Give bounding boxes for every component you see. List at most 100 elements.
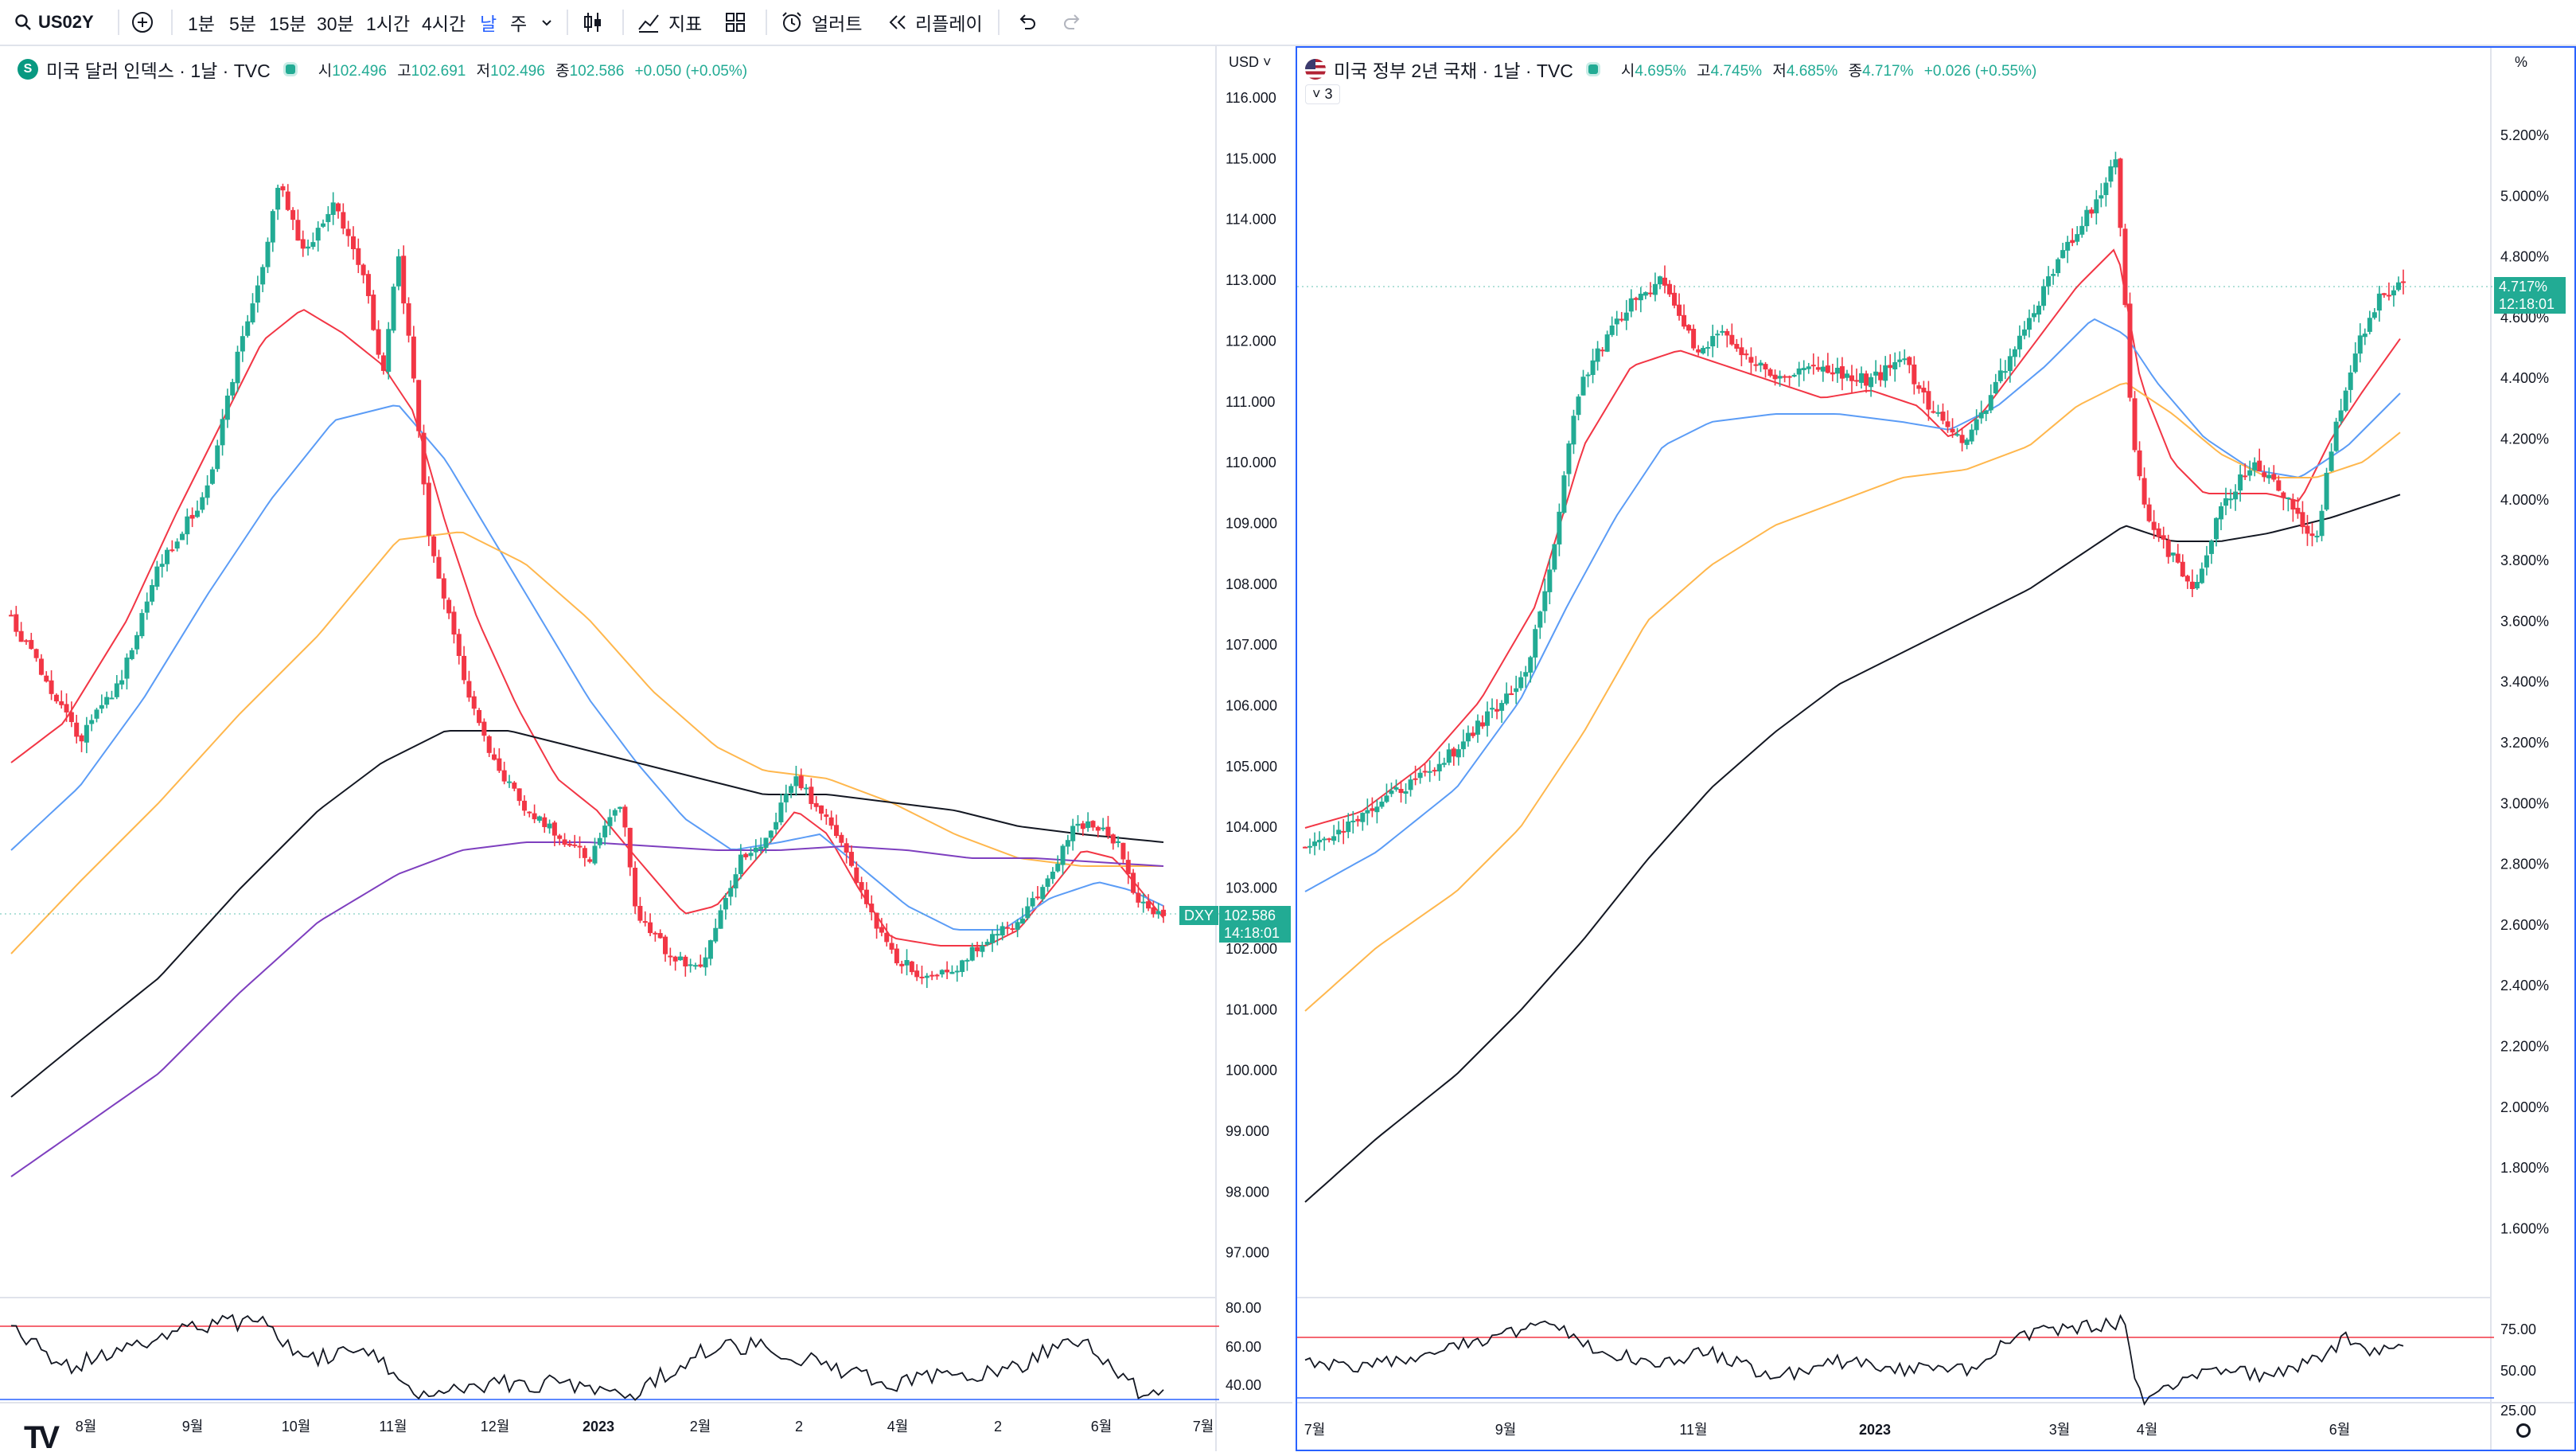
interval-dropdown[interactable] — [540, 0, 554, 45]
candle-body — [2348, 372, 2353, 390]
candle-body — [789, 786, 794, 794]
redo-button[interactable] — [1062, 0, 1084, 45]
candle-body — [1427, 771, 1432, 773]
interval-4h[interactable]: 4시간 — [422, 14, 466, 34]
interval-30m[interactable]: 30분 — [317, 14, 354, 34]
candle-body — [577, 845, 583, 848]
candle-body — [1140, 901, 1146, 904]
symbol-search[interactable]: US02Y — [14, 0, 94, 45]
candle-body — [2031, 313, 2036, 318]
candle-body — [1571, 416, 1576, 445]
candle-body — [265, 241, 271, 267]
candle-body — [2208, 541, 2214, 554]
candle-body — [1384, 795, 1389, 802]
candle-body — [365, 274, 371, 296]
layout-button[interactable] — [724, 0, 746, 45]
candle-body — [1101, 827, 1106, 829]
dxy-chart-canvas[interactable]: 116.000 115.000 114.000 113.000 112.000 111.0… — [0, 46, 1292, 1451]
indicators-button[interactable]: 지표 — [637, 0, 702, 45]
candle-body — [260, 267, 266, 285]
candle-body — [1030, 898, 1035, 907]
candle-body — [1834, 367, 1840, 374]
candle-body — [315, 228, 321, 241]
price-tick-label: 101.000 — [1226, 1001, 1277, 1017]
settings-gear-icon[interactable] — [2516, 1423, 2531, 1438]
candle-body — [884, 932, 890, 943]
candle-body — [1035, 896, 1040, 899]
candle-body — [516, 788, 522, 802]
candle-body — [1499, 703, 1505, 711]
us02y-chart-canvas[interactable]: 5.200%5.000%4.800%4.600%4.400%4.200%4.00… — [1297, 48, 2574, 1450]
candle-body — [1566, 443, 1572, 474]
candle-body — [1346, 822, 1351, 833]
alert-button[interactable]: 얼러트 — [780, 0, 862, 45]
candle-body — [129, 650, 134, 659]
interval-week[interactable]: 주 — [510, 14, 528, 34]
candle-body — [521, 800, 527, 811]
us02y-legend[interactable]: 미국 정부 2년 국채 · 1날 · TVC 시4.695% 고4.745% 저… — [1305, 56, 2036, 83]
candle-body — [809, 787, 814, 804]
chart-pane-us02y[interactable]: 5.200% 5.000% 4.800% 4.600% 4.400% 4.200% 4.00… — [1296, 46, 2576, 1451]
undo-button[interactable] — [1015, 0, 1038, 45]
interval-15m[interactable]: 15분 — [269, 14, 306, 34]
dxy-legend[interactable]: S 미국 달러 인덱스 · 1날 · TVC 시102.496 고102.691… — [18, 56, 747, 83]
candle-body — [1734, 344, 1740, 349]
interval-1h[interactable]: 1시간 — [366, 14, 411, 34]
interval-1m[interactable]: 1분 — [188, 14, 215, 34]
time-tick-label: 2 — [795, 1419, 803, 1435]
us-flag-icon — [1305, 59, 1326, 80]
candle-body — [1403, 791, 1409, 794]
candle-body — [2021, 329, 2027, 336]
candle-body — [411, 336, 416, 379]
candle-body — [1110, 834, 1116, 844]
candle-body — [1131, 872, 1136, 893]
candle-body — [980, 945, 985, 952]
indicators-collapse-button[interactable]: ˅ 3 — [1305, 84, 1340, 104]
candle-body — [1580, 377, 1586, 396]
candle-body — [401, 256, 407, 304]
candle-body — [1456, 749, 1461, 758]
candle-body — [240, 336, 245, 352]
chart-type-button[interactable] — [581, 0, 605, 45]
currency-selector[interactable]: USD ˅ — [1229, 54, 1272, 70]
interval-day[interactable]: 날 — [480, 14, 497, 34]
candle-body — [688, 964, 693, 966]
candle-body — [14, 614, 19, 632]
time-tick-label: 3월 — [2049, 1422, 2071, 1438]
candle-body — [2252, 462, 2258, 470]
tradingview-logo[interactable]: TV — [24, 1420, 60, 1455]
time-tick-label: 11월 — [379, 1419, 407, 1435]
replay-button[interactable]: 리플레이 — [887, 0, 983, 45]
candle-body — [1576, 396, 1581, 416]
candle-body — [924, 975, 929, 978]
candle-body — [9, 615, 14, 617]
ma-black — [1304, 494, 2401, 1203]
candle-body — [2228, 498, 2234, 501]
candle-body — [2180, 561, 2185, 577]
candle-body — [1844, 373, 1849, 378]
candle-body — [1647, 292, 1653, 295]
candle-body — [1878, 372, 1884, 381]
chart-pane-dxy[interactable]: 116.000 115.000 114.000 113.000 112.000 111.0… — [0, 46, 1292, 1455]
countdown-label: 14:18:01 — [1219, 923, 1291, 943]
candle-body — [597, 837, 602, 845]
candle-body — [2170, 552, 2176, 556]
chart-title: 미국 달러 인덱스 · 1날 · TVC — [46, 61, 271, 81]
candle-body — [1672, 292, 1678, 306]
rsi-tick-label: 75.00 — [2500, 1321, 2536, 1337]
price-tick-label: 111.000 — [1226, 394, 1275, 410]
interval-5m[interactable]: 5분 — [229, 14, 256, 34]
candle-body — [733, 874, 739, 888]
candle-body — [1940, 412, 1946, 421]
candle-body — [1739, 347, 1744, 356]
candle-body — [984, 942, 990, 945]
candle-body — [53, 694, 59, 702]
candle-body — [1849, 375, 1854, 381]
ma-black — [10, 730, 1164, 1098]
candle-body — [2156, 528, 2161, 537]
candle-body — [1677, 304, 1682, 316]
candle-body — [1969, 429, 1974, 442]
candle-body — [2357, 335, 2363, 354]
candle-body — [819, 805, 824, 814]
compare-symbol-button[interactable] — [131, 0, 154, 45]
